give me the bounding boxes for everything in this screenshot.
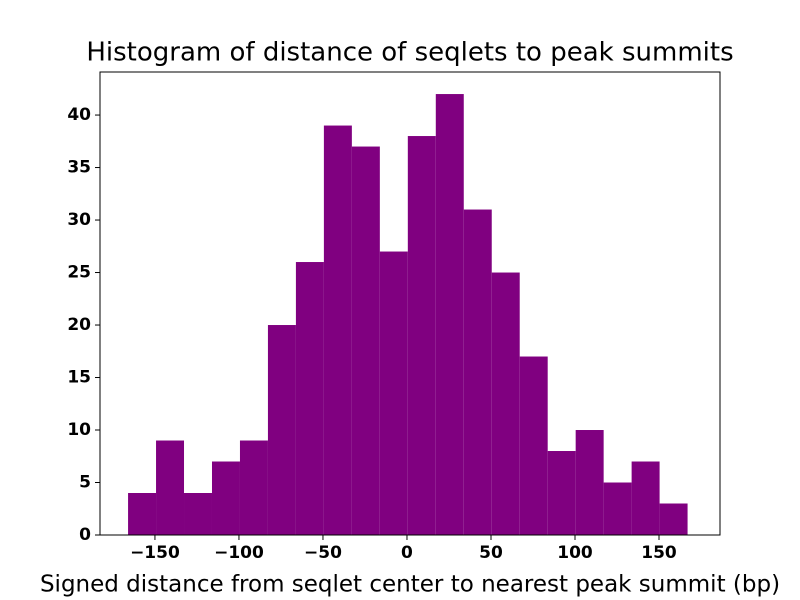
x-tick-label: 50: [479, 543, 503, 563]
bar: [631, 461, 660, 535]
bar: [379, 251, 408, 535]
chart-title: Histogram of distance of seqlets to peak…: [86, 38, 733, 68]
bar: [463, 209, 492, 535]
y-tick-label: 30: [67, 210, 91, 230]
bar: [128, 493, 157, 535]
bar: [156, 440, 185, 535]
y-tick-label: 15: [67, 368, 91, 388]
y-tick-label: 40: [67, 105, 91, 125]
y-tick-label: 10: [67, 420, 91, 440]
bar: [323, 125, 352, 535]
plot-frame: [99, 71, 721, 536]
bar: [491, 272, 520, 535]
x-tick-label: −100: [214, 543, 264, 563]
x-tick-label: 0: [401, 543, 413, 563]
bar: [184, 493, 212, 535]
y-tick-label: 20: [67, 315, 91, 335]
bar: [519, 356, 548, 535]
bar: [547, 451, 576, 535]
x-tick-label: 100: [557, 543, 593, 563]
bar: [435, 94, 464, 536]
x-axis-label: Signed distance from seqlet center to ne…: [40, 572, 780, 598]
y-tick-label: 25: [67, 263, 91, 283]
bar: [211, 461, 240, 535]
bar: [351, 146, 380, 536]
y-tick-label: 0: [79, 525, 91, 545]
x-tick-label: −150: [130, 543, 180, 563]
x-tick-label: −50: [304, 543, 342, 563]
bar: [659, 503, 688, 535]
bar: [603, 482, 632, 535]
x-tick-label: 150: [641, 543, 677, 563]
bar: [239, 440, 268, 535]
y-tick-label: 5: [79, 473, 91, 493]
bar: [407, 136, 436, 535]
y-tick-label: 35: [67, 158, 91, 178]
bar: [575, 430, 604, 535]
bar: [295, 262, 324, 535]
bar: [267, 325, 296, 535]
